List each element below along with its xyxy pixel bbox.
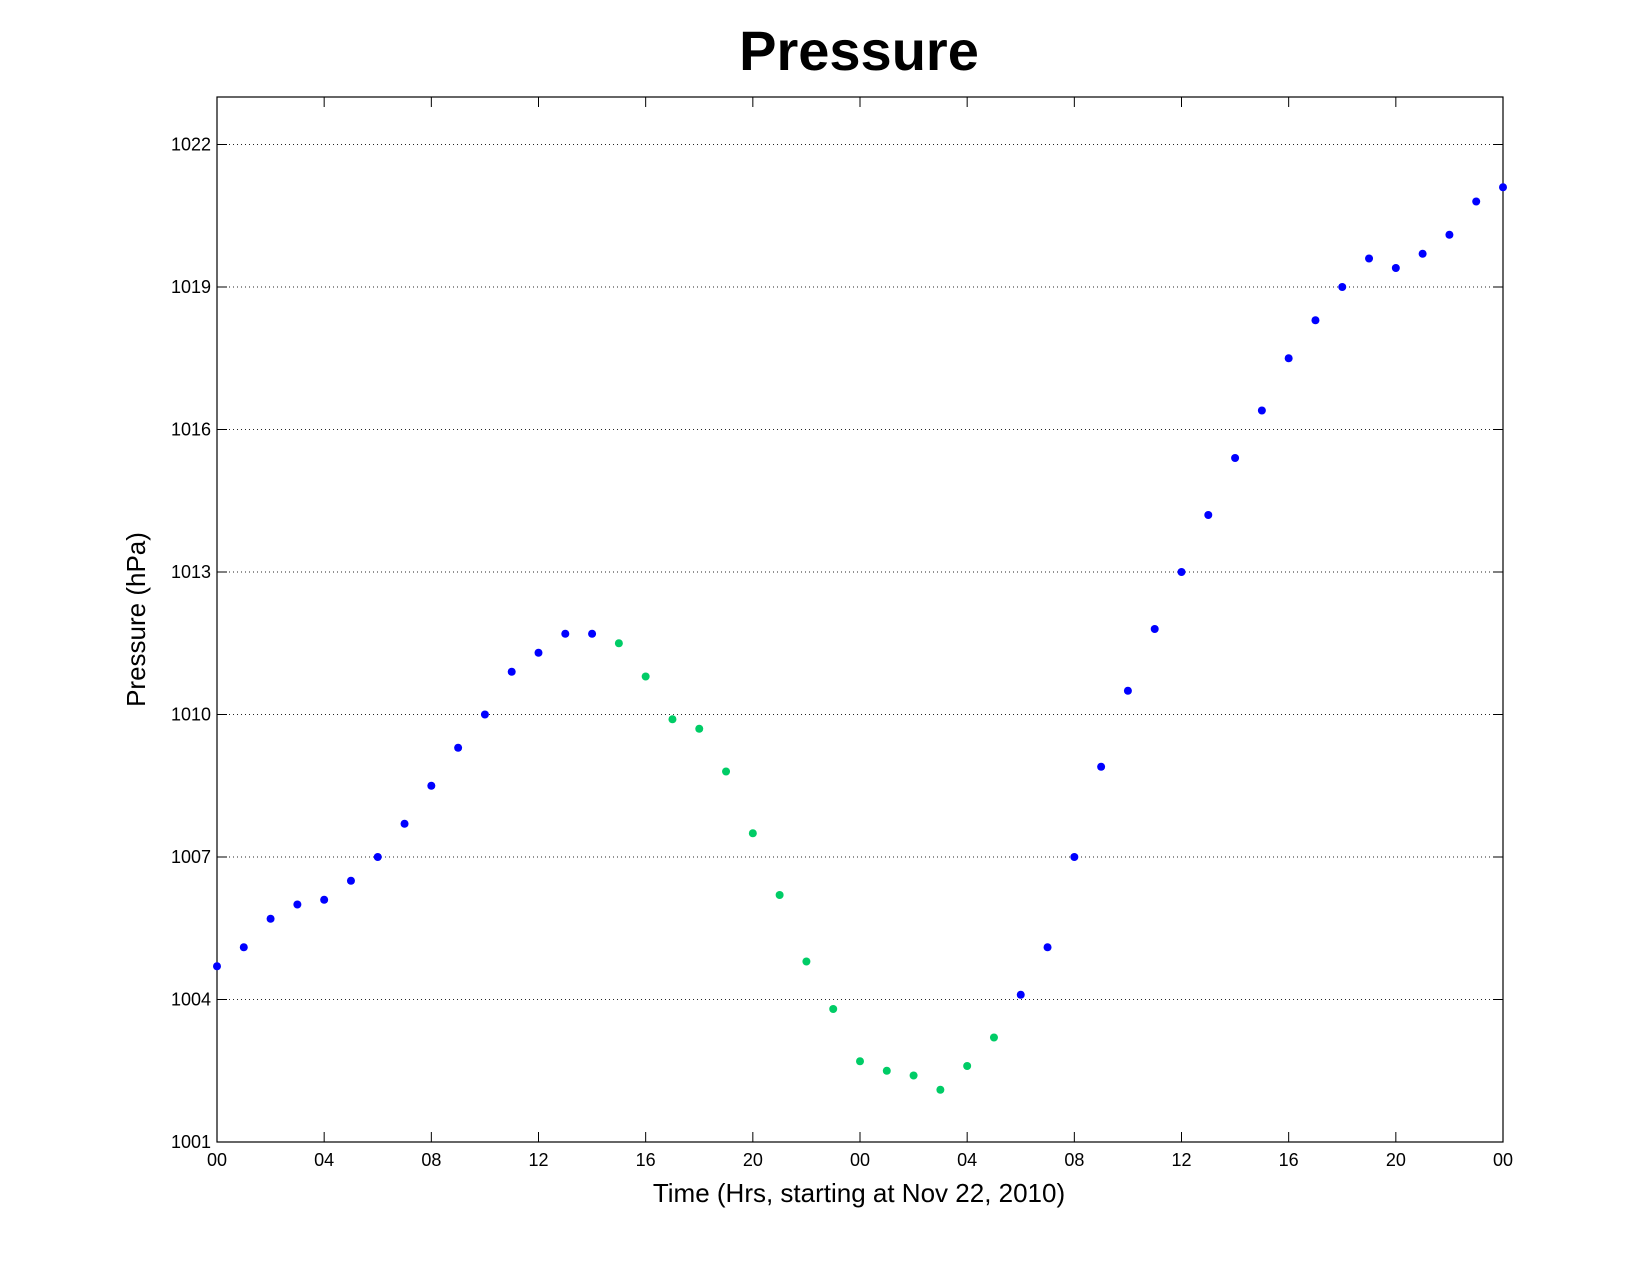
y-tick-label: 1004	[171, 990, 211, 1010]
data-point	[588, 629, 597, 638]
x-tick-label: 00	[1493, 1150, 1513, 1170]
data-point	[1418, 249, 1427, 258]
data-point	[293, 900, 302, 909]
x-tick-label: 04	[314, 1150, 334, 1170]
data-point	[561, 629, 570, 638]
data-point	[614, 639, 623, 648]
data-point	[775, 891, 784, 899]
x-tick-label: 20	[1386, 1150, 1406, 1170]
y-tick-label: 1016	[171, 420, 211, 440]
y-tick-label: 1001	[171, 1132, 211, 1152]
data-point	[1097, 762, 1106, 771]
data-point	[507, 667, 516, 676]
x-tick-label: 08	[421, 1150, 441, 1170]
data-point	[829, 1005, 838, 1013]
x-tick-label: 00	[207, 1150, 227, 1170]
data-point	[1311, 316, 1320, 325]
grid-lines	[217, 144, 1503, 1000]
data-point	[454, 743, 463, 752]
data-point	[1365, 254, 1374, 263]
data-point	[695, 724, 704, 733]
axis-ticks: 1001 1004 1007 1010 1013 1016 1019 1022 00 04 08 12…	[171, 97, 1513, 1170]
chart-title: Pressure	[739, 19, 979, 82]
data-point	[936, 1085, 945, 1094]
data-point	[1284, 354, 1293, 363]
plot-frame	[216, 96, 1504, 1143]
data-point	[320, 895, 329, 904]
data-point	[722, 767, 731, 776]
y-tick-label: 1010	[171, 705, 211, 725]
y-tick-label: 1013	[171, 562, 211, 582]
data-point	[1070, 853, 1079, 861]
y-tick-label: 1019	[171, 277, 211, 297]
y-axis-label: Pressure (hPa)	[121, 532, 151, 707]
data-point	[1177, 568, 1186, 576]
data-point	[346, 876, 355, 885]
data-point	[1016, 990, 1025, 999]
data-point	[909, 1071, 918, 1080]
x-tick-label: 08	[1064, 1150, 1084, 1170]
data-point	[1257, 406, 1266, 415]
data-point	[1338, 283, 1347, 291]
data-point	[1499, 183, 1507, 192]
data-point	[427, 781, 436, 790]
y-tick-label: 1022	[171, 135, 211, 155]
x-tick-label: 16	[1279, 1150, 1299, 1170]
data-point	[802, 957, 811, 966]
data-point	[480, 710, 489, 719]
y-tick-label: 1007	[171, 847, 211, 867]
data-point	[1204, 511, 1213, 519]
data-point	[856, 1057, 864, 1066]
data-point	[1043, 943, 1052, 952]
data-point	[882, 1066, 891, 1075]
data-point	[213, 962, 221, 971]
x-tick-label: 16	[636, 1150, 656, 1170]
data-point	[1445, 230, 1454, 239]
data-point	[641, 672, 650, 681]
data-point	[373, 853, 382, 861]
x-tick-label: 04	[957, 1150, 977, 1170]
x-axis-label: Time (Hrs, starting at Nov 22, 2010)	[653, 1178, 1065, 1208]
data-point	[534, 648, 543, 657]
data-point	[239, 943, 248, 952]
x-tick-label: 00	[850, 1150, 870, 1170]
data-point	[668, 715, 677, 724]
data-point	[1123, 686, 1132, 695]
data-point	[1231, 454, 1240, 462]
data-point	[266, 914, 275, 923]
x-tick-label: 20	[743, 1150, 763, 1170]
data-point	[400, 819, 409, 828]
data-point	[1472, 197, 1481, 206]
data-point	[989, 1033, 998, 1042]
x-tick-label: 12	[1171, 1150, 1191, 1170]
x-tick-label: 12	[528, 1150, 548, 1170]
data-points	[213, 183, 1507, 1094]
data-point	[963, 1062, 972, 1070]
data-point	[1150, 625, 1159, 633]
data-point	[748, 829, 757, 838]
data-point	[1391, 264, 1400, 272]
